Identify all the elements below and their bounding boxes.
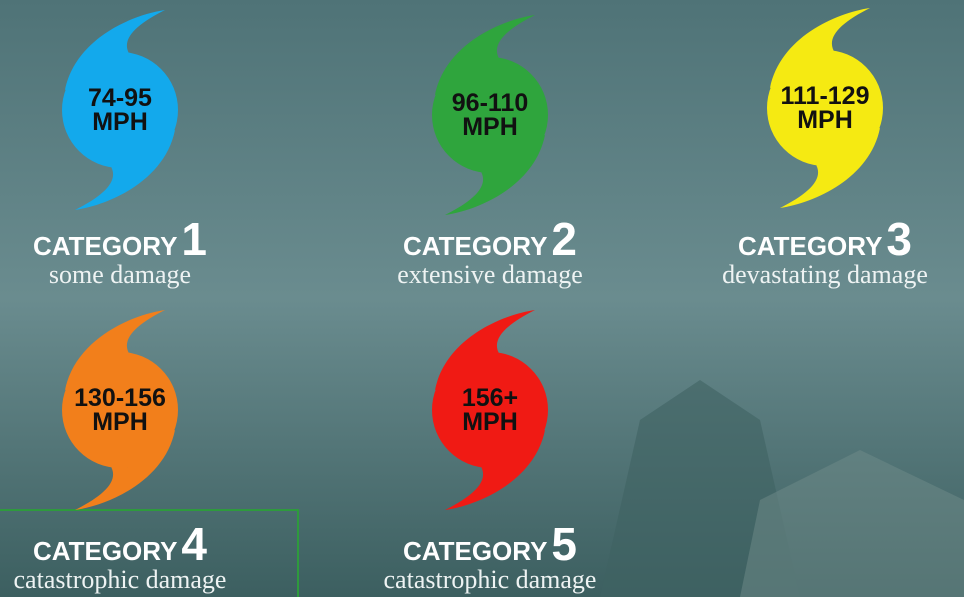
category-label: CATEGORY [738, 231, 882, 261]
speed-unit: MPH [797, 106, 853, 134]
category-number: 2 [551, 213, 577, 265]
damage-description: catastrophic damage [14, 565, 227, 594]
category-label: CATEGORY [403, 536, 547, 566]
damage-description: catastrophic damage [384, 565, 597, 594]
category-label: CATEGORY [33, 231, 177, 261]
speed-unit: MPH [92, 108, 148, 136]
category-label: CATEGORY [403, 231, 547, 261]
category-label: CATEGORY [33, 536, 177, 566]
category-number: 3 [886, 213, 912, 265]
category-number: 4 [181, 518, 207, 570]
speed-unit: MPH [462, 408, 518, 436]
speed-unit: MPH [462, 113, 518, 141]
damage-description: some damage [49, 260, 191, 289]
category-number: 1 [181, 213, 207, 265]
page: 74-95MPHCATEGORY1some damage96-110MPHCAT… [0, 0, 964, 597]
damage-description: extensive damage [397, 260, 583, 289]
speed-unit: MPH [92, 408, 148, 436]
damage-description: devastating damage [722, 260, 928, 289]
category-number: 5 [551, 518, 577, 570]
infographic: 74-95MPHCATEGORY1some damage96-110MPHCAT… [0, 0, 964, 597]
